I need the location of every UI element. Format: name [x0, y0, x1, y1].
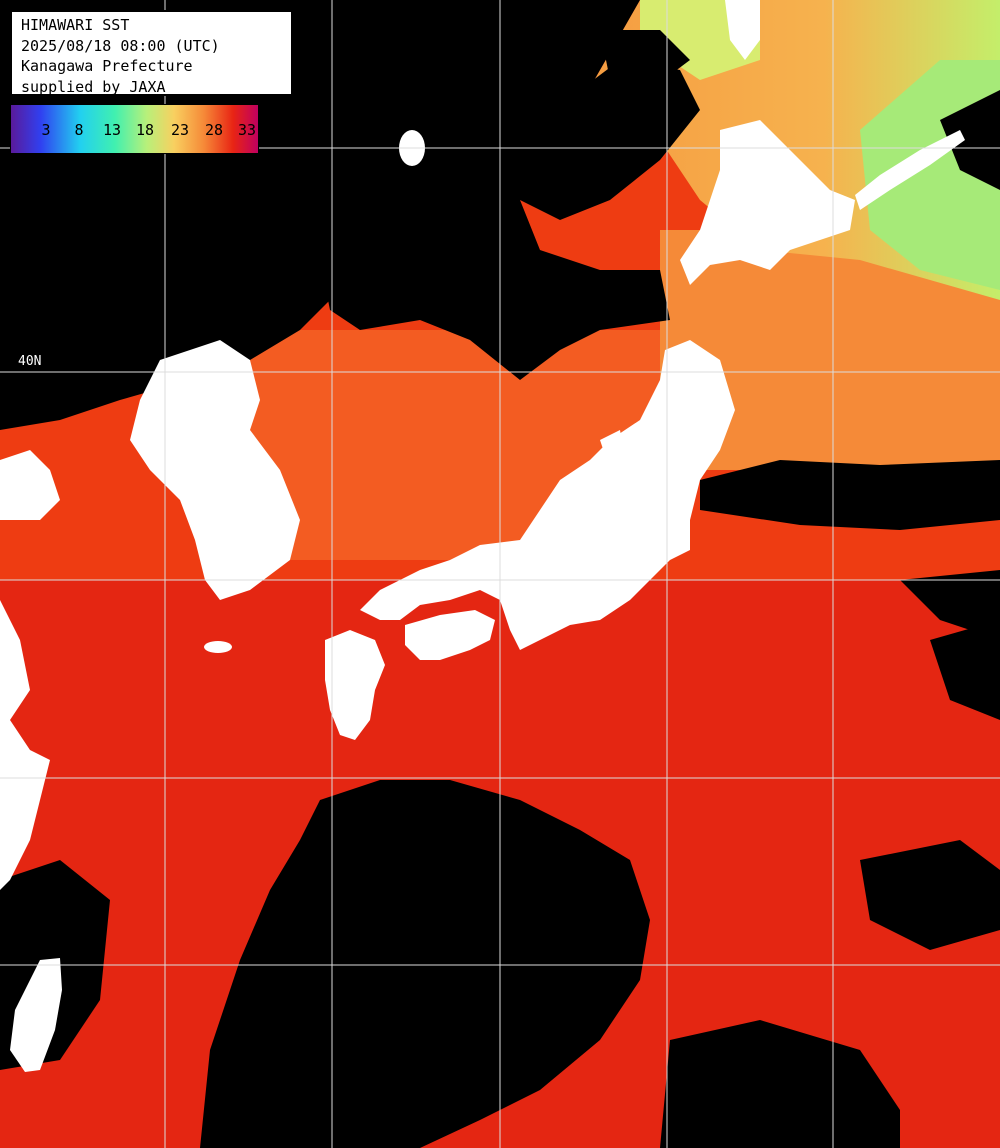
cloud-east-lower: [930, 620, 1000, 720]
legend-tick: 8: [74, 121, 84, 139]
land-kyushu: [325, 630, 385, 740]
legend-ticks: 3 8 13 18 23 28 33: [11, 105, 258, 153]
color-legend: 3 8 13 18 23 28 33: [10, 104, 259, 154]
legend-tick: 23: [170, 121, 190, 139]
legend-tick: 3: [41, 121, 51, 139]
cloud-east-pacific-band: [700, 460, 1000, 530]
sea-mild-east: [660, 230, 1000, 470]
land-kuril: [855, 130, 965, 210]
legend-tick: 18: [135, 121, 155, 139]
land-china-north: [0, 450, 60, 520]
land-sado: [605, 432, 625, 462]
land-honshu: [360, 340, 735, 650]
title-line-credit: supplied by JAXA: [21, 77, 166, 96]
cloud-east-midpatch: [860, 840, 1000, 950]
title-line-datetime: 2025/08/18 08:00 (UTC): [21, 36, 220, 55]
legend-tick: 13: [102, 121, 122, 139]
legend-tick: 28: [204, 121, 224, 139]
land-shikoku: [405, 610, 495, 660]
legend-tick: 33: [237, 121, 257, 139]
lat-label-40n: 40N: [18, 354, 42, 369]
cloud-pacific-east: [900, 570, 1000, 640]
cloud-japan-sea-north: [320, 200, 670, 380]
land-korea: [130, 340, 300, 600]
cloud-east-north: [940, 90, 1000, 190]
lat-label-30n: 30N: [18, 760, 42, 775]
title-line-product: HIMAWARI SST: [21, 16, 130, 34]
cloud-north-bands: [520, 60, 700, 220]
land-taiwan: [10, 958, 62, 1072]
cloud-typhoon: [200, 780, 650, 1148]
land-china-coast: [0, 600, 50, 890]
cloud-typhoon-arm: [450, 860, 560, 1040]
legend-gradient: [11, 105, 258, 153]
land-sakhalin-tip: [725, 0, 760, 60]
title-box: HIMAWARI SST 2025/08/18 08:00 (UTC) Kana…: [10, 10, 293, 96]
land-hokkaido: [680, 120, 855, 285]
title-line-region: Kanagawa Prefecture: [21, 57, 193, 75]
cloud-south-east: [660, 1020, 900, 1148]
land-jeju: [204, 641, 232, 653]
